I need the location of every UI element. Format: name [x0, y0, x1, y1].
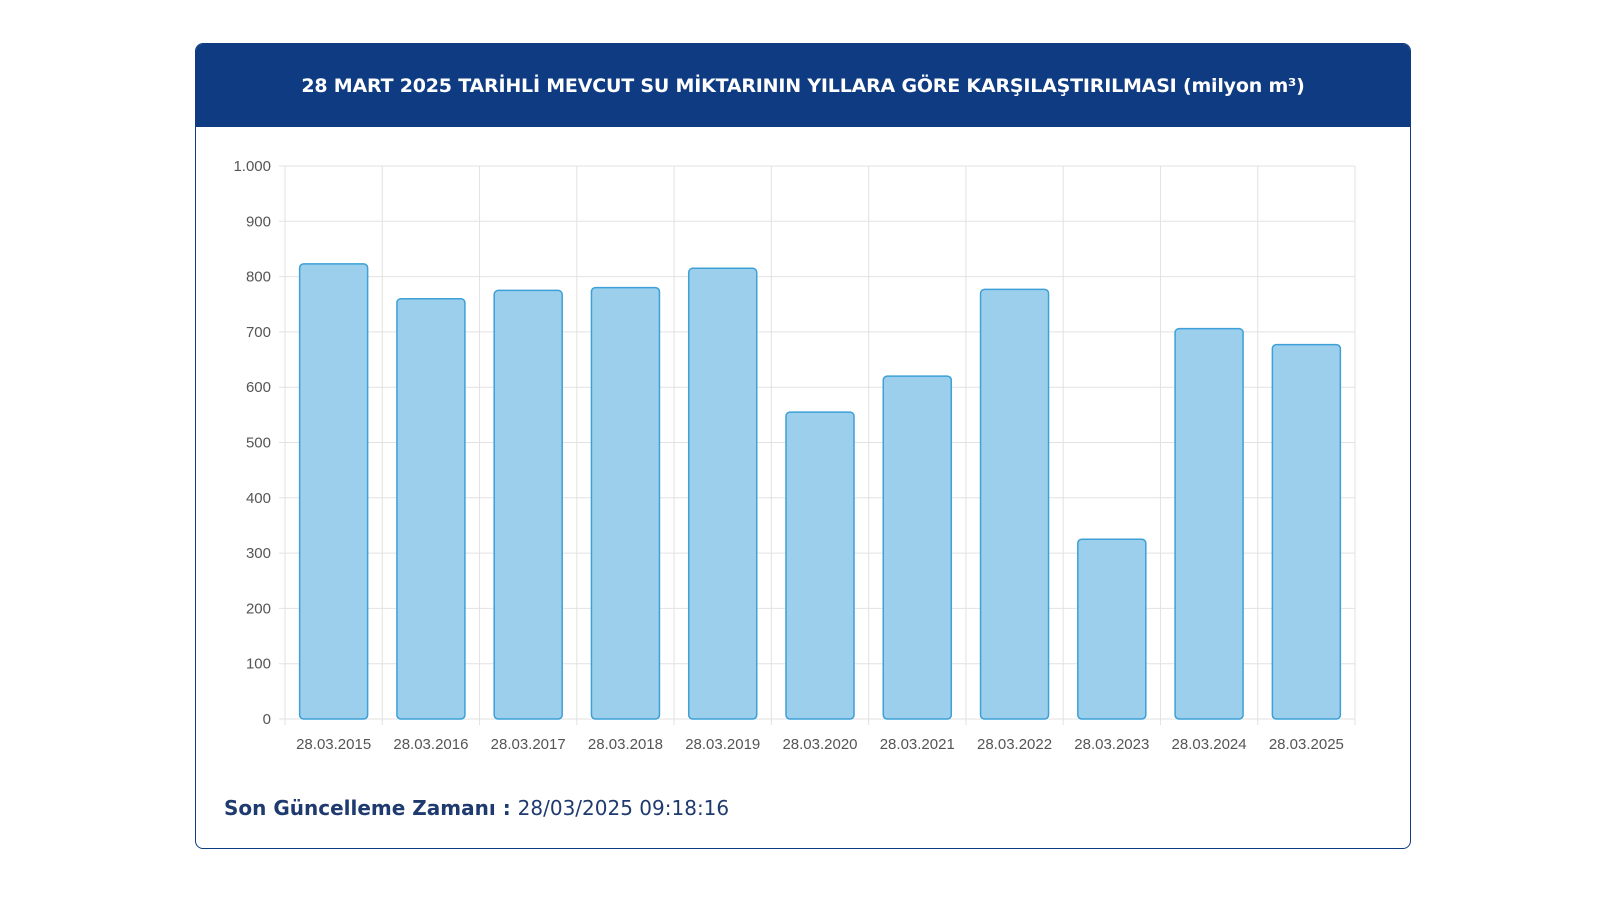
y-tick-label: 600 — [246, 379, 271, 396]
x-tick-label: 28.03.2024 — [1172, 736, 1247, 753]
bar-28.03.2019[interactable] — [687, 267, 758, 720]
y-tick-label: 100 — [246, 656, 271, 673]
x-tick-label: 28.03.2016 — [393, 736, 468, 753]
y-tick-label: 400 — [246, 490, 271, 507]
bar-28.03.2024[interactable] — [1174, 327, 1244, 720]
last-update-value: 28/03/2025 09:18:16 — [517, 796, 730, 820]
last-update-separator: : — [495, 796, 518, 820]
chart-card: 28 MART 2025 TARİHLİ MEVCUT SU MİKTARINI… — [195, 43, 1411, 849]
x-tick-label: 28.03.2015 — [296, 736, 371, 753]
y-tick-label: 700 — [246, 324, 271, 341]
bar-chart: 0 100 200 300 400 500 600 700 800 900 1.000 28.03.2… — [233, 158, 1356, 753]
chart-header: 28 MART 2025 TARİHLİ MEVCUT SU MİKTARINI… — [196, 44, 1410, 127]
bar-28.03.2016[interactable] — [396, 297, 466, 720]
chart-title: 28 MART 2025 TARİHLİ MEVCUT SU MİKTARINI… — [301, 74, 1305, 97]
x-tick-label: 28.03.2021 — [880, 736, 955, 753]
chart-area: 0 100 200 300 400 500 600 700 800 900 1.000 28.03.2… — [196, 127, 1410, 767]
y-tick-label: 500 — [246, 435, 271, 452]
bar-28.03.2017[interactable] — [493, 289, 563, 720]
x-tick-label: 28.03.2017 — [491, 736, 566, 753]
x-tick-label: 28.03.2025 — [1269, 736, 1344, 753]
bar-28.03.2022[interactable] — [979, 288, 1050, 720]
last-update-label: Son Güncelleme Zamanı — [224, 796, 496, 820]
y-tick-label: 300 — [246, 545, 271, 562]
bar-28.03.2020[interactable] — [785, 411, 855, 720]
bar-28.03.2021[interactable] — [882, 375, 953, 720]
x-tick-label: 28.03.2020 — [782, 736, 857, 753]
bar-28.03.2015[interactable] — [298, 263, 369, 720]
x-tick-label: 28.03.2023 — [1074, 736, 1149, 753]
y-tick-label: 200 — [246, 600, 271, 617]
bar-28.03.2023[interactable] — [1077, 538, 1147, 720]
y-tick-label: 800 — [246, 269, 271, 286]
last-update: Son Güncelleme Zamanı : 28/03/2025 09:18… — [224, 796, 729, 820]
x-tick-label: 28.03.2019 — [685, 736, 760, 753]
x-tick-label: 28.03.2018 — [588, 736, 663, 753]
bar-28.03.2025[interactable] — [1271, 343, 1342, 720]
bar-28.03.2018[interactable] — [590, 286, 661, 720]
y-tick-label: 0 — [263, 711, 271, 728]
x-tick-label: 28.03.2022 — [977, 736, 1052, 753]
y-tick-label: 900 — [246, 213, 271, 230]
y-tick-label: 1.000 — [233, 158, 271, 175]
